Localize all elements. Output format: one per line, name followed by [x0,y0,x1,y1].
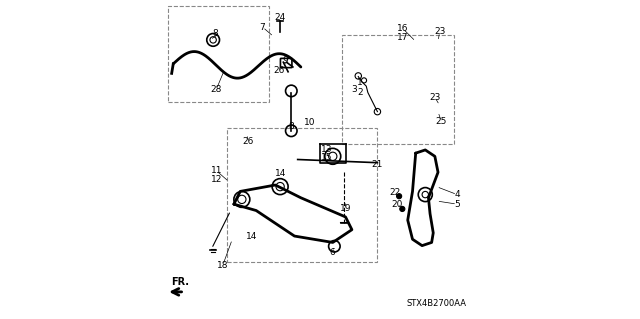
Text: FR.: FR. [171,277,189,287]
Text: 21: 21 [372,160,383,169]
Text: 23: 23 [434,27,445,36]
Text: 18: 18 [217,261,228,270]
Text: 6: 6 [329,248,335,256]
Text: 22: 22 [389,189,401,197]
Text: 2: 2 [357,88,363,97]
Text: 4: 4 [454,190,460,199]
Bar [227,128,378,262]
Text: 1: 1 [357,78,363,87]
Text: 13: 13 [321,145,332,154]
Text: 8: 8 [289,122,294,130]
Text: 5: 5 [454,200,460,209]
Circle shape [400,206,405,211]
Text: 17: 17 [397,33,409,42]
Text: 14: 14 [246,232,257,241]
Text: 14: 14 [275,169,287,178]
Text: 7: 7 [260,23,266,32]
Text: 24: 24 [275,13,285,22]
Text: 9: 9 [282,56,288,65]
Text: STX4B2700AA: STX4B2700AA [407,299,467,308]
Text: 19: 19 [340,204,352,213]
Text: 15: 15 [321,153,332,162]
Bar [168,6,269,102]
Text: 12: 12 [211,175,222,184]
Text: 28: 28 [211,85,222,94]
Circle shape [397,194,402,199]
Text: 26: 26 [273,66,285,75]
Text: 16: 16 [397,24,409,33]
Text: 11: 11 [211,166,222,175]
Text: 25: 25 [436,117,447,126]
Bar [342,35,454,144]
Text: 26: 26 [243,137,254,146]
Text: 23: 23 [429,93,440,102]
Text: 10: 10 [304,118,316,127]
Text: 3: 3 [351,85,357,94]
Text: 20: 20 [392,200,403,209]
Text: 8: 8 [213,29,219,38]
